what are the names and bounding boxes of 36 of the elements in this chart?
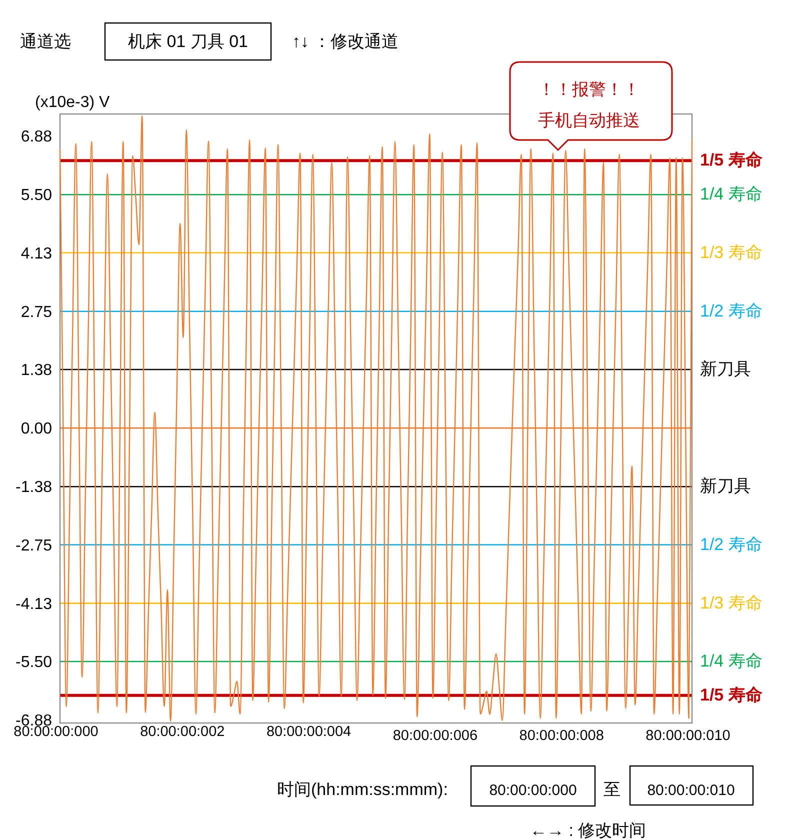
y-tick-label: 6.88	[20, 128, 52, 146]
ref-line-label: 1/2 寿命	[700, 301, 762, 320]
ref-line-label: 1/2 寿命	[700, 534, 762, 554]
y-tick-label: 0.00	[20, 420, 52, 438]
ref-line-label: 1/4 寿命	[700, 184, 762, 204]
ref-line-label: 1/5 寿命	[700, 685, 762, 704]
y-tick-label: 1.38	[20, 362, 52, 379]
y-tick-label: 5.50	[20, 187, 52, 204]
ref-line-label: 新刀具	[700, 359, 751, 378]
y-axis-title: (x10e-3) V	[35, 94, 110, 111]
text: ←→ : 修改时间	[530, 821, 646, 840]
x-tick-label: 80:00:00:002	[140, 724, 225, 740]
text: ！！报警！！	[538, 80, 640, 99]
y-tick-label: -5.50	[16, 654, 52, 671]
y-tick-label: -2.75	[16, 537, 52, 554]
text: ↑↓ ：修改通道	[292, 32, 399, 51]
ref-line-label: 新刀具	[700, 476, 751, 496]
y-tick-label: 2.75	[20, 304, 52, 321]
x-tick-label: 80:00:00:010	[646, 728, 730, 744]
ref-line-label: 1/4 寿命	[700, 651, 762, 670]
text: 时间(hh:mm:ss:mmm):	[277, 780, 448, 799]
x-tick-label: 80:00:00:008	[519, 728, 604, 744]
ref-line-label: 1/3 寿命	[700, 593, 762, 612]
x-tick-label: 80:00:00:006	[392, 728, 478, 744]
x-tick-label: 80:00:00:004	[266, 724, 352, 740]
ref-line-label: 1/5 寿命	[700, 150, 762, 170]
text: 至	[604, 780, 620, 799]
text: 机床 01 刀具 01	[128, 32, 248, 51]
text: 80:00:00:010	[647, 782, 735, 799]
y-tick-label: 4.13	[20, 245, 52, 262]
annotation: 手机自动推送	[538, 111, 640, 130]
text: 通道选	[20, 32, 71, 51]
y-tick-label: -1.38	[16, 479, 52, 496]
y-tick-label: -4.13	[16, 596, 52, 613]
text: 80:00:00:000	[489, 782, 577, 799]
ref-line-label: 1/3 寿命	[700, 242, 762, 262]
